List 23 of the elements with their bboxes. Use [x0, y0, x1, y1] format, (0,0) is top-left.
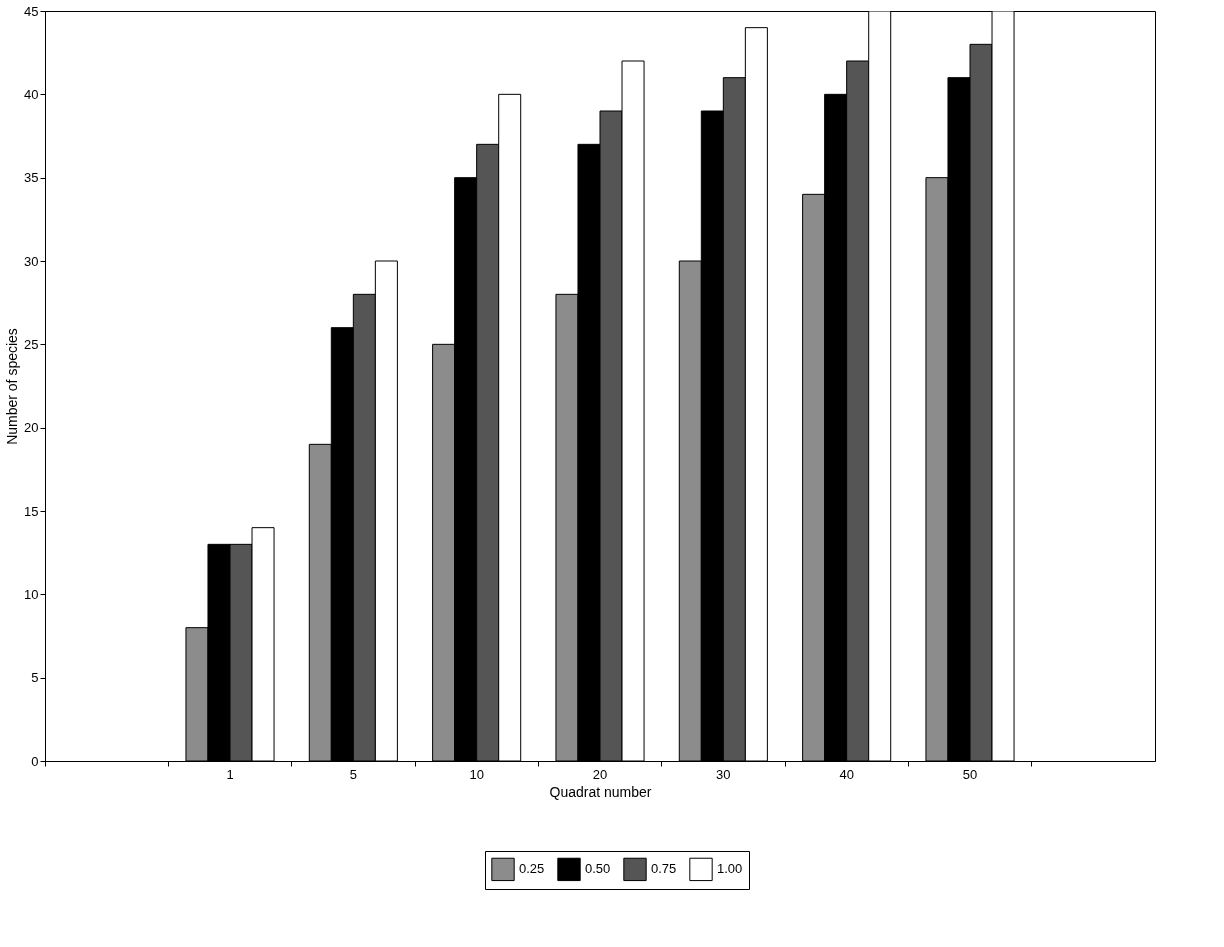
y-tick-label: 5	[31, 670, 39, 686]
x-tick-label: 20	[592, 766, 608, 782]
y-axis-title: Number of species	[4, 328, 21, 445]
y-tick-label: 10	[24, 586, 39, 602]
y-tick-label: 30	[24, 253, 39, 269]
legend-label: 0.25	[519, 861, 545, 877]
x-tick-label: 40	[839, 766, 854, 782]
x-axis-title: Quadrat number	[549, 783, 652, 800]
y-tick-label: 20	[24, 420, 39, 436]
x-tick-label: 5	[349, 766, 357, 782]
y-tick-label: 0	[31, 753, 39, 769]
x-tick-label: 10	[469, 766, 484, 782]
x-tick-label: 1	[226, 766, 234, 782]
y-tick-label: 40	[24, 86, 39, 102]
x-tick-label: 50	[962, 766, 978, 782]
legend-label: 1.00	[717, 861, 743, 877]
legend-label: 0.50	[585, 861, 611, 877]
x-tick-label: 30	[716, 766, 731, 782]
legend-label: 0.75	[651, 861, 677, 877]
y-tick-label: 45	[24, 3, 39, 19]
y-tick-label: 15	[24, 503, 39, 519]
y-tick-label: 35	[24, 170, 39, 186]
y-tick-label: 25	[24, 336, 39, 352]
